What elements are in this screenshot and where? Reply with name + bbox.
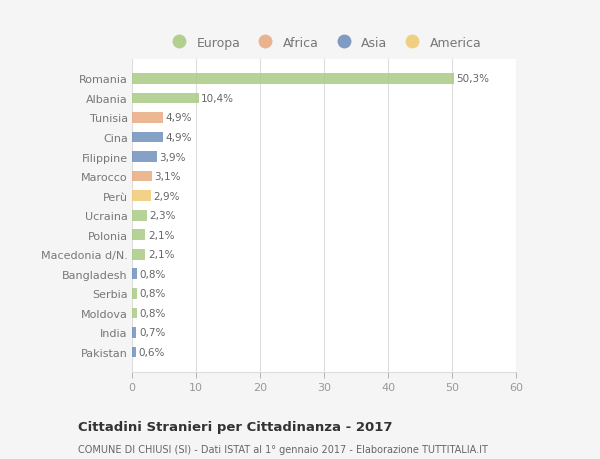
Bar xyxy=(132,74,454,84)
Bar xyxy=(132,171,152,182)
Bar xyxy=(132,113,163,123)
Bar xyxy=(132,191,151,202)
Text: 2,9%: 2,9% xyxy=(153,191,179,201)
Text: 0,8%: 0,8% xyxy=(140,289,166,299)
Bar xyxy=(132,93,199,104)
Bar xyxy=(132,230,145,241)
Text: 0,6%: 0,6% xyxy=(139,347,165,357)
Text: 2,1%: 2,1% xyxy=(148,250,175,260)
Bar xyxy=(132,269,137,280)
Bar xyxy=(132,210,147,221)
Text: 3,1%: 3,1% xyxy=(154,172,181,182)
Text: COMUNE DI CHIUSI (SI) - Dati ISTAT al 1° gennaio 2017 - Elaborazione TUTTITALIA.: COMUNE DI CHIUSI (SI) - Dati ISTAT al 1°… xyxy=(78,444,488,454)
Bar xyxy=(132,347,136,358)
Bar xyxy=(132,308,137,319)
Text: 0,7%: 0,7% xyxy=(139,328,166,338)
Legend: Europa, Africa, Asia, America: Europa, Africa, Asia, America xyxy=(161,32,487,55)
Text: 3,9%: 3,9% xyxy=(160,152,186,162)
Bar xyxy=(132,288,137,299)
Text: 0,8%: 0,8% xyxy=(140,308,166,318)
Text: Cittadini Stranieri per Cittadinanza - 2017: Cittadini Stranieri per Cittadinanza - 2… xyxy=(78,420,392,433)
Text: 10,4%: 10,4% xyxy=(201,94,234,104)
Text: 4,9%: 4,9% xyxy=(166,113,193,123)
Text: 50,3%: 50,3% xyxy=(457,74,490,84)
Bar xyxy=(132,327,136,338)
Text: 2,3%: 2,3% xyxy=(149,211,176,221)
Text: 0,8%: 0,8% xyxy=(140,269,166,279)
Bar xyxy=(132,132,163,143)
Bar xyxy=(132,152,157,162)
Text: 2,1%: 2,1% xyxy=(148,230,175,240)
Text: 4,9%: 4,9% xyxy=(166,133,193,143)
Bar xyxy=(132,249,145,260)
